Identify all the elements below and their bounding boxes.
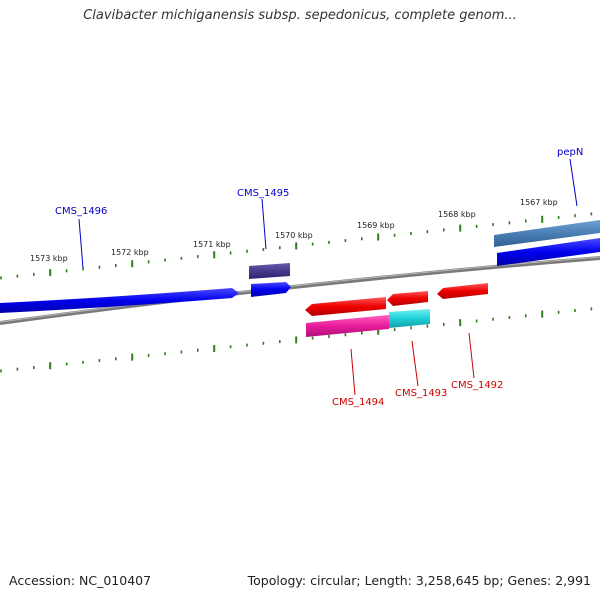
gene-label-cms1495[interactable]: CMS_1495 (237, 188, 289, 199)
scale-labels: 1573 kbp 1572 kbp 1571 kbp 1570 kbp 1569… (30, 198, 558, 263)
gene-label-pepn[interactable]: pepN (557, 147, 583, 158)
gene-cms1493-cyan[interactable] (389, 309, 430, 328)
inner-tick-ring (0, 307, 593, 373)
gene-label-cms1496[interactable]: CMS_1496 (55, 206, 107, 217)
connector-cms1493 (411, 340, 419, 387)
connector-cms1495 (261, 198, 267, 250)
genome-backbone (0, 256, 600, 325)
genome-backbone-highlight (0, 256, 600, 323)
connector-cms1494 (350, 348, 356, 396)
connector-cms1492 (468, 332, 475, 379)
gene-cms1494-pink[interactable] (306, 315, 389, 337)
gene-label-cms1494[interactable]: CMS_1494 (332, 397, 384, 408)
kbp-label-1572: 1572 kbp (111, 248, 149, 257)
gene-label-cms1493[interactable]: CMS_1493 (395, 388, 447, 399)
gene-pepn-forward[interactable] (497, 238, 600, 266)
kbp-label-1573: 1573 kbp (30, 254, 68, 263)
gene-pepn-steel[interactable] (494, 220, 600, 247)
gene-cms1495-purple[interactable] (249, 263, 290, 279)
kbp-label-1569: 1569 kbp (357, 221, 395, 230)
kbp-label-1571: 1571 kbp (193, 240, 231, 249)
gene-cms1493-red[interactable] (387, 291, 428, 306)
gene-cms1495-forward[interactable] (251, 282, 291, 297)
kbp-label-1568: 1568 kbp (438, 210, 476, 219)
accession-text: Accession: NC_010407 (9, 573, 152, 588)
gene-cms1492-red[interactable] (437, 283, 488, 299)
gene-cms1496-forward[interactable] (0, 288, 239, 313)
topology-text: Topology: circular; Length: 3,258,645 bp… (247, 573, 591, 588)
kbp-label-1570: 1570 kbp (275, 231, 313, 240)
gene-cms1494-red[interactable] (305, 297, 386, 316)
gene-label-cms1492[interactable]: CMS_1492 (451, 380, 503, 391)
outer-tick-ring (0, 212, 593, 280)
connector-pepn (569, 158, 578, 207)
connector-cms1496 (78, 218, 84, 269)
map-title: Clavibacter michiganensis subsp. sepedon… (83, 8, 517, 23)
kbp-label-1567: 1567 kbp (520, 198, 558, 207)
